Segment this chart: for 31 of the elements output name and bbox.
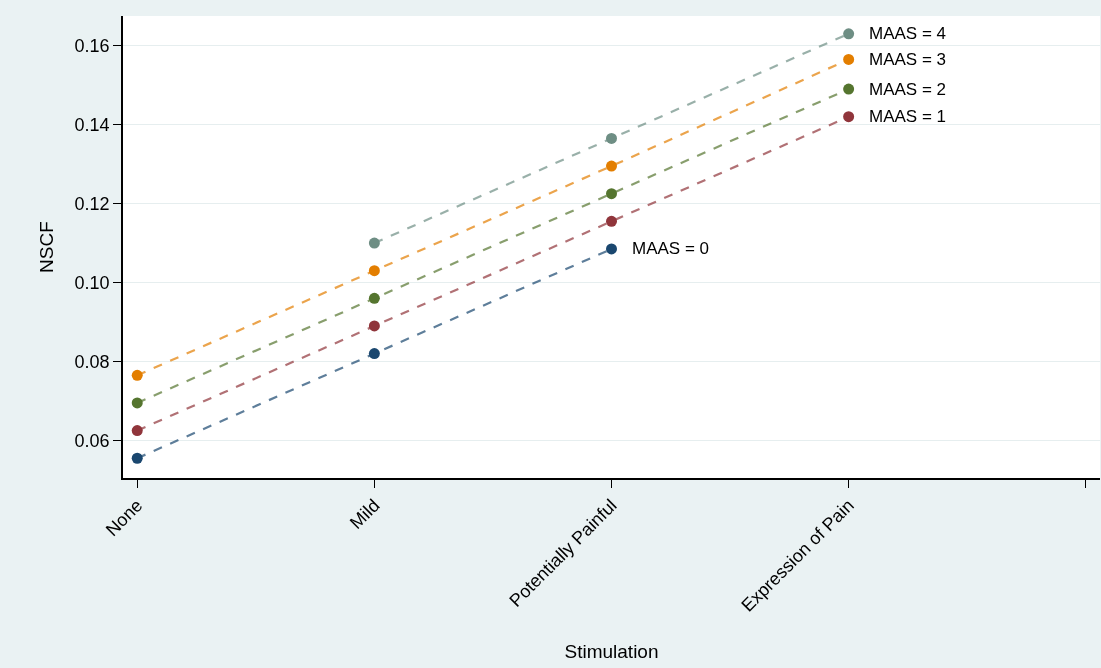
y-tick-label: 0.12 xyxy=(74,193,110,214)
point xyxy=(606,160,617,172)
series-label: MAAS = 0 xyxy=(632,239,710,258)
series-label: MAAS = 3 xyxy=(869,50,947,69)
y-tick-label: 0.08 xyxy=(74,351,110,372)
point xyxy=(131,369,143,381)
point xyxy=(606,188,617,200)
point xyxy=(843,111,855,123)
point xyxy=(606,215,617,227)
point xyxy=(843,28,855,40)
y-tick-label: 0.16 xyxy=(74,35,110,56)
point xyxy=(368,292,380,304)
point xyxy=(131,397,143,409)
series-label: MAAS = 1 xyxy=(869,107,947,126)
x-axis-title: Stimulation xyxy=(564,640,659,662)
point xyxy=(368,237,380,249)
point xyxy=(368,348,380,360)
point xyxy=(368,320,380,332)
point xyxy=(606,132,617,144)
y-tick-label: 0.10 xyxy=(74,272,110,293)
point xyxy=(131,425,143,437)
y-tick-label: 0.06 xyxy=(74,430,110,451)
point xyxy=(368,265,380,277)
point xyxy=(131,452,143,464)
y-axis-title: NSCF xyxy=(35,221,57,273)
series-label: MAAS = 2 xyxy=(869,80,947,99)
point xyxy=(606,243,617,255)
series-label: MAAS = 4 xyxy=(869,24,947,43)
point xyxy=(843,83,855,95)
point xyxy=(843,53,855,65)
y-tick-label: 0.14 xyxy=(74,114,110,135)
